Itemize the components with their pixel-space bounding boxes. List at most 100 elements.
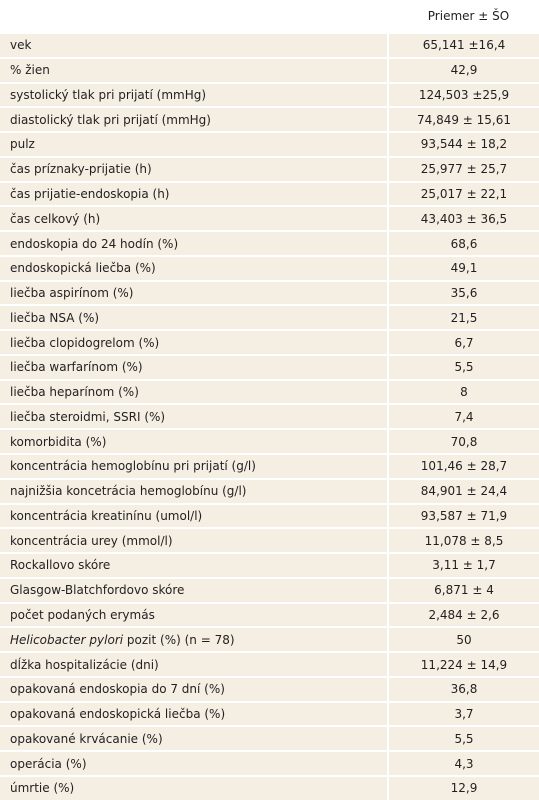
row-value: 3,11 ± 1,7	[387, 552, 539, 578]
row-value: 70,8	[387, 428, 539, 455]
row-value: 93,544 ± 18,2	[387, 131, 539, 157]
row-label-cell: najnižšia koncetrácia hemoglobínu (g/l)	[0, 477, 388, 504]
row-label: diastolický tlak pri prijatí (mmHg)	[10, 112, 211, 127]
row-label-cell: úmrtie (%)	[0, 774, 388, 800]
table-row: systolický tlak pri prijatí (mmHg) 124,50…	[0, 81, 539, 108]
row-label-cell: liečba steroidmi, SSRI (%)	[0, 403, 388, 430]
row-label-italic: Helicobacter pylori	[10, 632, 124, 647]
table-row: diastolický tlak pri prijatí (mmHg) 74,84…	[0, 106, 539, 133]
row-label-cell: opakovaná endoskopická liečba (%)	[0, 700, 388, 727]
row-label: Rockallovo skóre	[10, 558, 111, 573]
row-label: liečba clopidogrelom (%)	[10, 335, 160, 350]
header-blank	[0, 0, 388, 33]
row-value: 50	[387, 626, 539, 653]
row-label-cell: vek	[0, 32, 388, 58]
row-value: 21,5	[387, 304, 539, 331]
row-value: 25,017 ± 22,1	[387, 180, 539, 207]
row-label: čas príznaky-prijatie (h)	[10, 162, 152, 177]
row-value: 42,9	[387, 56, 539, 83]
row-label: opakované krvácanie (%)	[10, 731, 163, 746]
row-label: Glasgow-Blatchfordovo skóre	[10, 583, 185, 598]
row-label: operácia (%)	[10, 756, 87, 771]
table-row: endoskopia do 24 hodín (%) 68,6	[0, 230, 539, 256]
table-row: liečba warfarínom (%) 5,5	[0, 353, 539, 380]
table-row: koncentrácia hemoglobínu pri prijatí (g/…	[0, 453, 539, 479]
table-row: čas prijatie-endoskopia (h) 25,017 ± 22,1	[0, 180, 539, 207]
row-label: liečba heparínom (%)	[10, 385, 139, 400]
row-label: liečba steroidmi, SSRI (%)	[10, 409, 166, 424]
row-value: 12,9	[387, 774, 539, 800]
table-row: počet podaných erymás 2,484 ± 2,6	[0, 601, 539, 628]
row-label-cell: liečba heparínom (%)	[0, 378, 388, 405]
row-value: 7,4	[387, 403, 539, 430]
row-label-cell: % žien	[0, 56, 388, 83]
table-row: liečba steroidmi, SSRI (%) 7,4	[0, 403, 539, 430]
row-label: dĺžka hospitalizácie (dni)	[10, 657, 159, 672]
row-label: vek	[10, 38, 32, 53]
row-label-cell: komorbidita (%)	[0, 428, 388, 455]
row-label-cell: koncentrácia hemoglobínu pri prijatí (g/…	[0, 453, 388, 479]
table-row: vek 65,141 ±16,4	[0, 32, 539, 58]
row-label: endoskopická liečba (%)	[10, 261, 156, 276]
row-label-cell: koncentrácia kreatinínu (umol/l)	[0, 502, 388, 529]
row-label-cell: operácia (%)	[0, 750, 388, 776]
row-label-cell: endoskopia do 24 hodín (%)	[0, 230, 388, 256]
row-value: 6,7	[387, 329, 539, 355]
table-row: opakovaná endoskopia do 7 dní (%) 36,8	[0, 675, 539, 702]
row-value: 5,5	[387, 353, 539, 380]
table-row: Rockallovo skóre 3,11 ± 1,7	[0, 552, 539, 578]
row-value: 84,901 ± 24,4	[387, 477, 539, 504]
row-label: čas celkový (h)	[10, 211, 101, 226]
table-row: operácia (%) 4,3	[0, 750, 539, 776]
table-row: liečba NSA (%) 21,5	[0, 304, 539, 331]
row-label: pulz	[10, 137, 35, 152]
table-row: Glasgow-Blatchfordovo skóre 6,871 ± 4	[0, 576, 539, 603]
row-label-cell: liečba clopidogrelom (%)	[0, 329, 388, 355]
row-value: 2,484 ± 2,6	[387, 601, 539, 628]
table-row: dĺžka hospitalizácie (dni) 11,224 ± 14,9	[0, 651, 539, 677]
row-value: 124,503 ±25,9	[387, 81, 539, 108]
row-label: liečba warfarínom (%)	[10, 360, 143, 375]
row-label-cell: Rockallovo skóre	[0, 552, 388, 578]
table-row: opakované krvácanie (%) 5,5	[0, 725, 539, 752]
row-label: koncentrácia hemoglobínu pri prijatí (g/…	[10, 459, 256, 474]
row-label: % žien	[10, 63, 50, 78]
row-label-cell: opakovaná endoskopia do 7 dní (%)	[0, 675, 388, 702]
row-label: najnižšia koncetrácia hemoglobínu (g/l)	[10, 484, 247, 499]
row-label-cell: Helicobacter pylori pozit (%) (n = 78)	[0, 626, 388, 653]
table-row: najnižšia koncetrácia hemoglobínu (g/l) 8…	[0, 477, 539, 504]
row-value: 65,141 ±16,4	[387, 32, 539, 58]
table-row: opakovaná endoskopická liečba (%) 3,7	[0, 700, 539, 727]
row-value: 35,6	[387, 279, 539, 306]
row-label-cell: počet podaných erymás	[0, 601, 388, 628]
row-value: 101,46 ± 28,7	[387, 453, 539, 479]
row-value: 68,6	[387, 230, 539, 256]
row-label: komorbidita (%)	[10, 434, 107, 449]
table-row: čas celkový (h) 43,403 ± 36,5	[0, 205, 539, 232]
row-label-cell: dĺžka hospitalizácie (dni)	[0, 651, 388, 677]
table-row: liečba clopidogrelom (%) 6,7	[0, 329, 539, 355]
row-label-cell: opakované krvácanie (%)	[0, 725, 388, 752]
table-row: liečba aspirínom (%) 35,6	[0, 279, 539, 306]
row-label-cell: čas prijatie-endoskopia (h)	[0, 180, 388, 207]
row-label: endoskopia do 24 hodín (%)	[10, 236, 179, 251]
row-value: 6,871 ± 4	[387, 576, 539, 603]
table-row: koncentrácia kreatinínu (umol/l) 93,587 ±…	[0, 502, 539, 529]
row-label: liečba aspirínom (%)	[10, 286, 134, 301]
table-row: % žien 42,9	[0, 56, 539, 83]
row-label-cell: pulz	[0, 131, 388, 157]
row-value: 74,849 ± 15,61	[387, 106, 539, 133]
row-label-cell: čas celkový (h)	[0, 205, 388, 232]
row-label-cell: koncentrácia urey (mmol/l)	[0, 527, 388, 554]
row-value: 25,977 ± 25,7	[387, 155, 539, 182]
table-row: čas príznaky-prijatie (h) 25,977 ± 25,7	[0, 155, 539, 182]
row-value: 11,078 ± 8,5	[387, 527, 539, 554]
table-row: koncentrácia urey (mmol/l) 11,078 ± 8,5	[0, 527, 539, 554]
row-label-cell: liečba warfarínom (%)	[0, 353, 388, 380]
row-label: koncentrácia urey (mmol/l)	[10, 533, 173, 548]
row-value: 49,1	[387, 254, 539, 281]
row-label-cell: čas príznaky-prijatie (h)	[0, 155, 388, 182]
row-label: koncentrácia kreatinínu (umol/l)	[10, 508, 203, 523]
row-label-cell: Glasgow-Blatchfordovo skóre	[0, 576, 388, 603]
